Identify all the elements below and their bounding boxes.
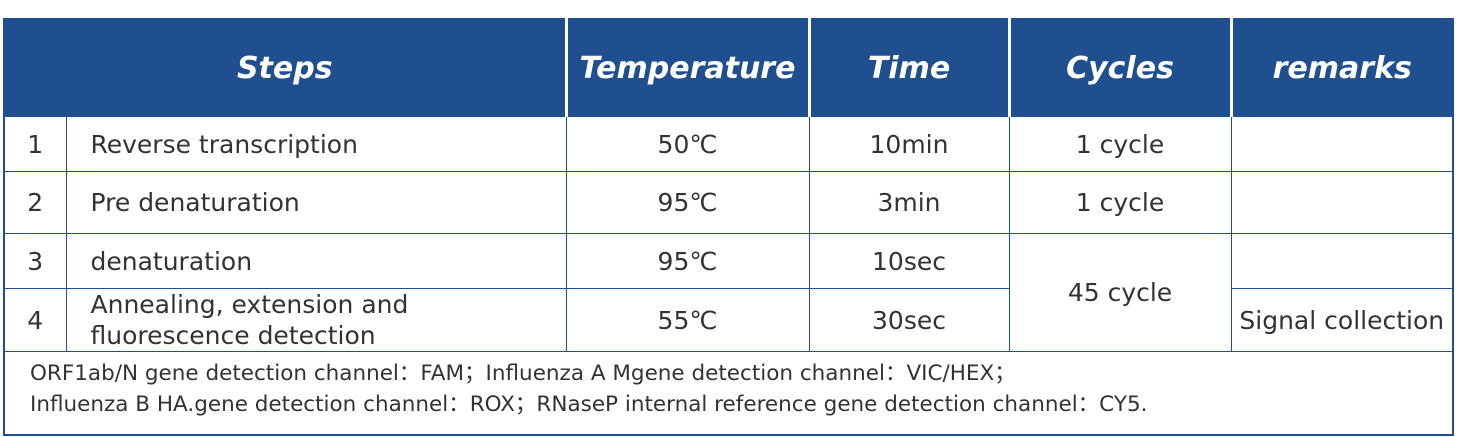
- row: 1 Reverse transcription 50℃ 10min 1 cycle: [3, 116, 1454, 172]
- remarks: [1230, 116, 1454, 172]
- header-row: Steps Temperature Time Cycles remarks: [4, 19, 1453, 117]
- time: 3min: [808, 171, 1010, 234]
- step-number: 2: [3, 171, 67, 234]
- notes: ORF1ab/N gene detection channel：FAM；Infl…: [3, 351, 1454, 435]
- time: 10sec: [808, 233, 1010, 289]
- row: 4 Annealing, extension and fluorescence d…: [3, 288, 1454, 352]
- remarks: [1230, 233, 1454, 289]
- row: 3 denaturation 95℃ 10sec 45 cycle: [3, 233, 1454, 352]
- header-cell: Temperature: [564, 19, 809, 117]
- remarks: [1230, 171, 1454, 234]
- cycles: 1 cycle: [1008, 116, 1232, 172]
- temperature: 95℃: [565, 233, 810, 289]
- header-cell: remarks: [1229, 19, 1453, 117]
- step-name: Pre denaturation: [65, 171, 567, 234]
- time: 30sec: [808, 288, 1010, 352]
- cycles: 1 cycle: [1008, 171, 1232, 234]
- notes-row: ORF1ab/N gene detection channel：FAM；Infl…: [3, 351, 1454, 435]
- step-number: 4: [3, 288, 67, 352]
- step-name: denaturation: [65, 233, 567, 289]
- remarks: Signal collection: [1230, 288, 1454, 352]
- temperature: 95℃: [565, 171, 810, 234]
- pcr-table: Steps Temperature Time Cycles remarks 1 Rever…: [3, 18, 1454, 436]
- step-name: Reverse transcription: [65, 116, 567, 172]
- time: 10min: [808, 116, 1010, 172]
- step-number: 3: [3, 233, 67, 289]
- temperature: 50℃: [565, 116, 810, 172]
- note-line: ORF1ab/N gene detection channel：FAM；Infl…: [30, 361, 1016, 386]
- header-cell: Time: [807, 19, 1009, 117]
- header-cell: Cycles: [1007, 19, 1231, 117]
- row: 2 Pre denaturation 95℃ 3min 1 cycle: [3, 171, 1454, 234]
- step-number: 1: [3, 116, 67, 172]
- note-line: Influenza B HA.gene detection channel：RO…: [30, 392, 1148, 417]
- temperature: 55℃: [565, 288, 810, 352]
- header-cell: Steps: [4, 19, 566, 117]
- cycles: 45 cycle: [1008, 233, 1232, 352]
- step-name: Annealing, extension and fluorescence de…: [65, 288, 567, 352]
